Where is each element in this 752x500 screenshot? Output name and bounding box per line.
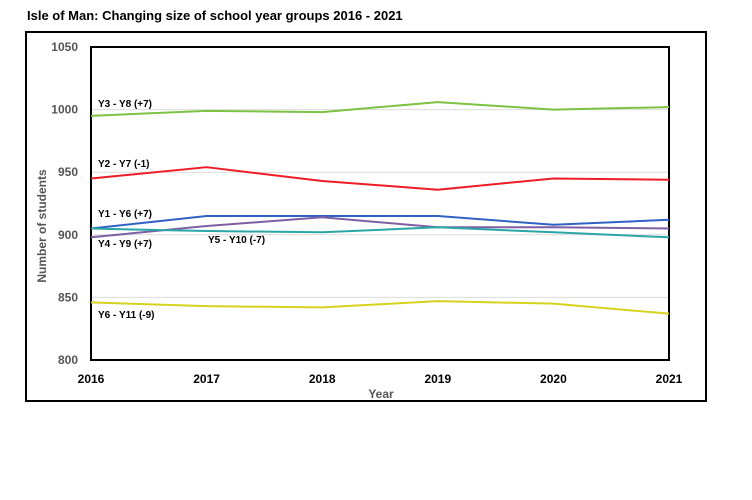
series-label: Y2 - Y7 (-1) bbox=[98, 159, 150, 170]
y-tick-label: 1050 bbox=[51, 40, 78, 54]
series-line-5 bbox=[90, 300, 670, 315]
x-tick-label: 2019 bbox=[424, 372, 451, 386]
chart-title: Isle of Man: Changing size of school yea… bbox=[27, 8, 403, 23]
x-tick-label: 2017 bbox=[193, 372, 220, 386]
series-line-3 bbox=[90, 216, 670, 239]
series-labels: Y3 - Y8 (+7) Y2 - Y7 (-1) Y1 - Y6 (+7) Y4 -… bbox=[98, 99, 265, 321]
y-tick-label: 900 bbox=[58, 228, 78, 242]
x-tick-label: 2016 bbox=[78, 372, 105, 386]
y-tick-label: 850 bbox=[58, 290, 78, 304]
series-label: Y4 - Y9 (+7) bbox=[98, 239, 152, 250]
plot-area-border bbox=[90, 46, 670, 361]
y-axis-label: Number of students bbox=[35, 169, 49, 283]
series-line-4 bbox=[90, 226, 670, 239]
gridlines bbox=[91, 109, 669, 298]
x-tick-label: 2018 bbox=[309, 372, 336, 386]
series-label: Y1 - Y6 (+7) bbox=[98, 209, 152, 220]
x-axis-label: Year bbox=[368, 387, 394, 401]
y-tick-label: 1000 bbox=[51, 103, 78, 117]
x-tick-label: 2020 bbox=[540, 372, 567, 386]
series-line-1 bbox=[90, 166, 670, 191]
x-axis-ticks: 2016 2017 2018 2019 2020 2021 bbox=[78, 372, 683, 386]
series-label: Y6 - Y11 (-9) bbox=[98, 310, 155, 321]
series-label: Y3 - Y8 (+7) bbox=[98, 99, 152, 110]
chart-frame bbox=[25, 31, 707, 402]
y-tick-label: 950 bbox=[58, 165, 78, 179]
y-axis-ticks: 800 850 900 950 1000 1050 bbox=[51, 40, 78, 367]
series-line-2 bbox=[90, 215, 670, 230]
series-line-0 bbox=[90, 101, 670, 117]
series-lines bbox=[90, 101, 670, 315]
series-label: Y5 - Y10 (-7) bbox=[208, 235, 265, 246]
x-tick-label: 2021 bbox=[656, 372, 683, 386]
y-tick-label: 800 bbox=[58, 353, 78, 367]
